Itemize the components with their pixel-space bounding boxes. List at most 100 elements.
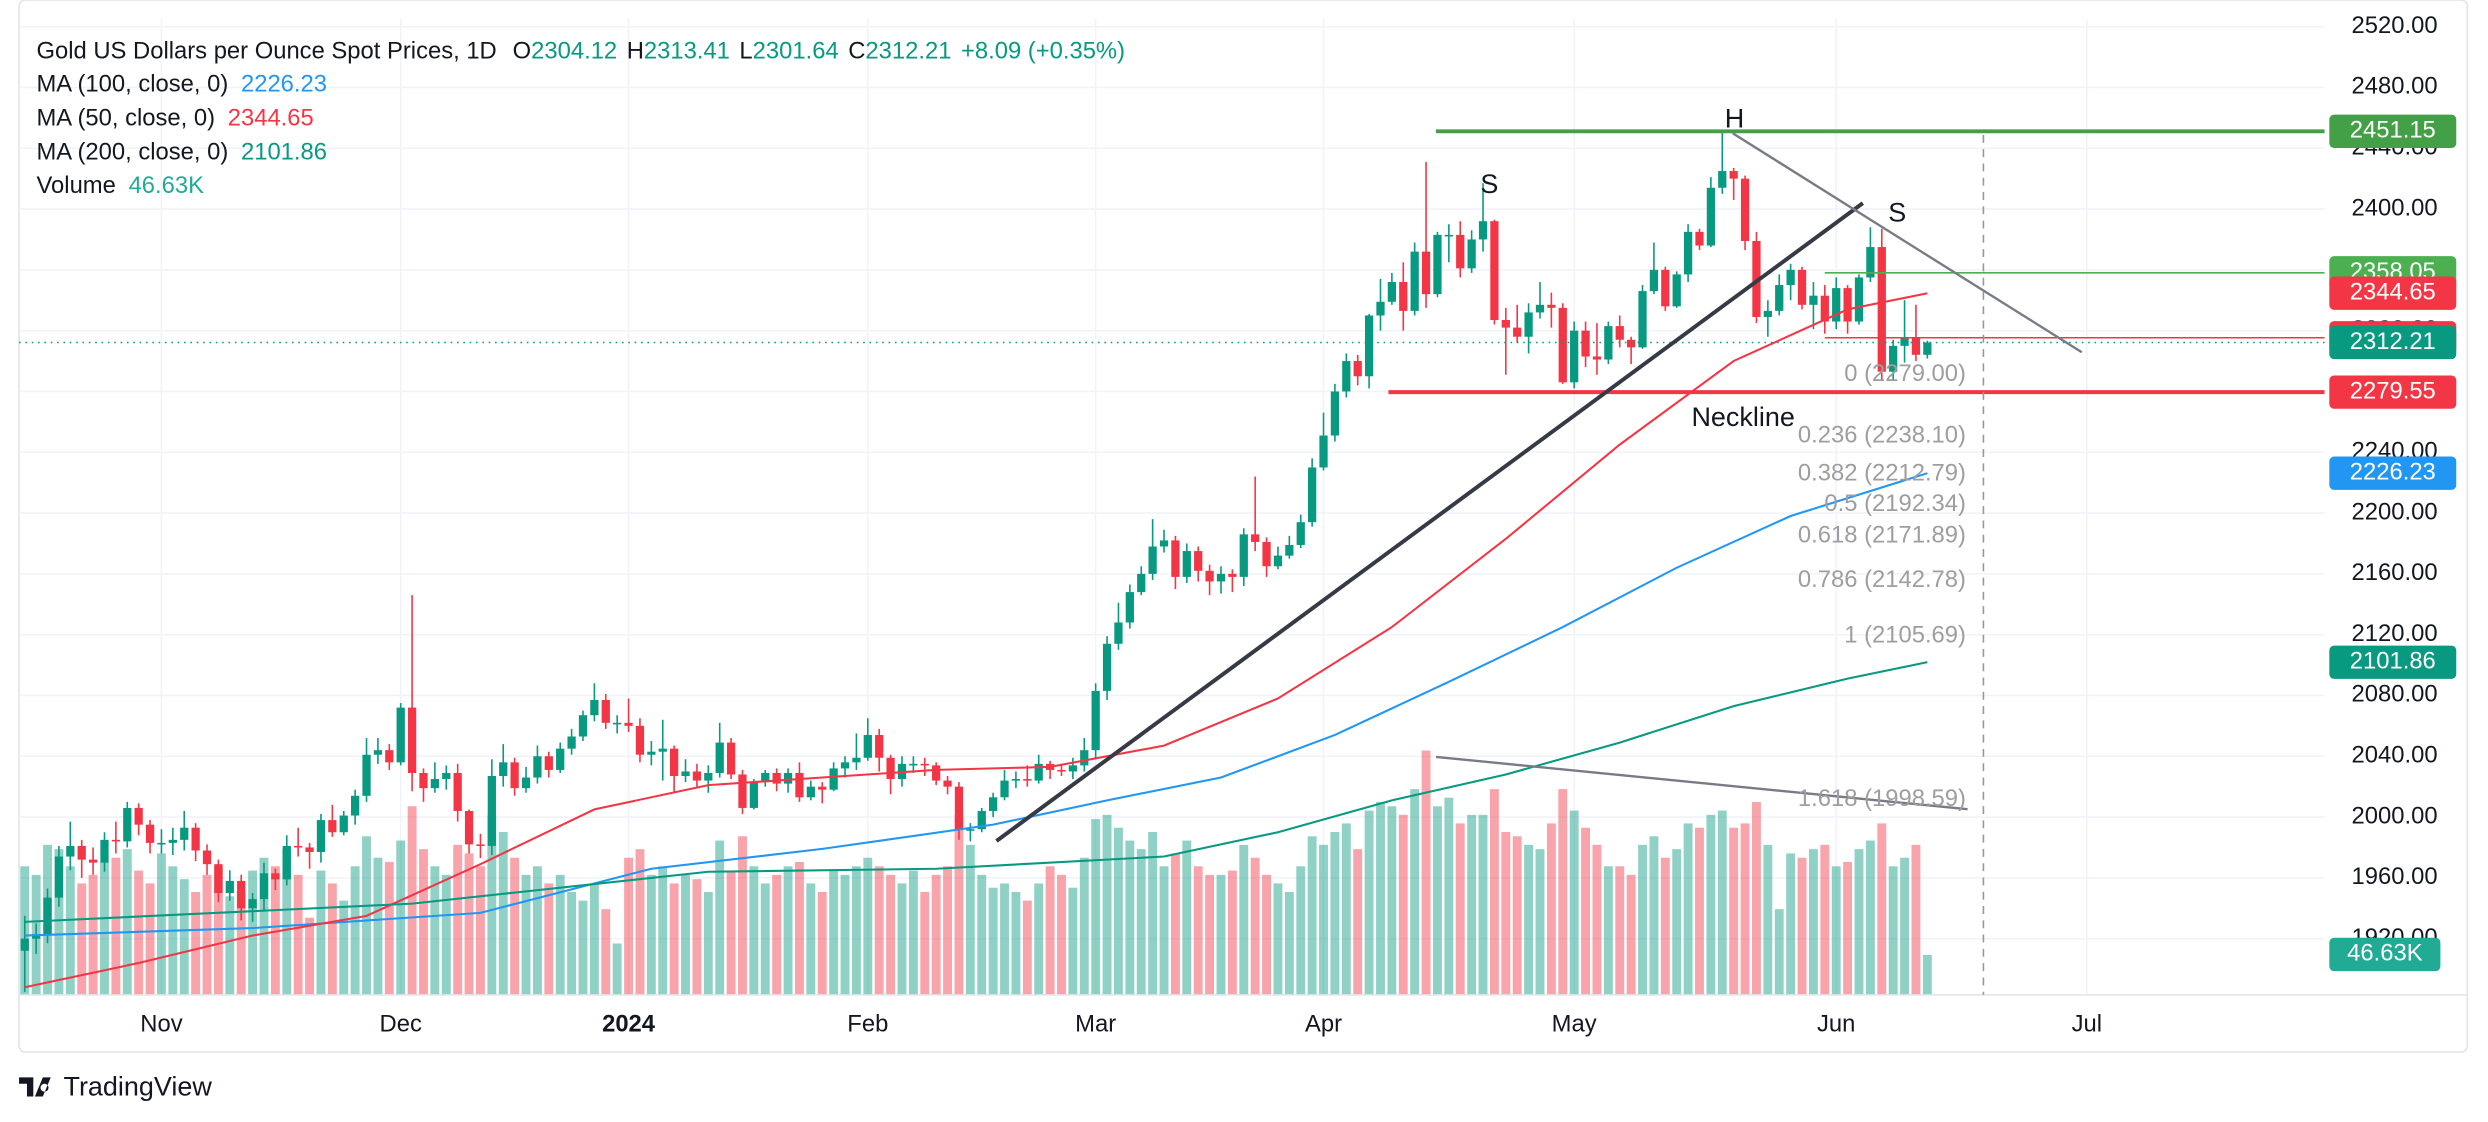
volume-bar xyxy=(1660,857,1670,995)
legend-label: MA (100, close, 0) xyxy=(36,71,228,98)
candle-body xyxy=(1535,304,1545,313)
volume-bar xyxy=(1774,909,1784,995)
candle-body xyxy=(1866,247,1875,278)
volume-bar xyxy=(510,857,520,995)
candle-body xyxy=(1832,288,1841,322)
candle-body xyxy=(191,827,200,851)
volume-bar xyxy=(555,874,565,995)
candle-body xyxy=(704,772,713,781)
volume-bar xyxy=(1353,849,1363,995)
fib-label: 0 (2279.00) xyxy=(1844,360,1966,387)
volume-bar xyxy=(988,887,998,995)
candle-body xyxy=(1604,326,1613,360)
candle-body xyxy=(601,700,610,723)
candle-body xyxy=(1649,269,1659,292)
candle-body xyxy=(202,850,212,865)
volume-bar xyxy=(1592,844,1602,995)
candle-body xyxy=(1273,555,1283,567)
volume-bar xyxy=(931,874,941,995)
x-tick-label: Dec xyxy=(380,1010,422,1037)
candle-body xyxy=(1638,291,1647,348)
x-tick-label: Feb xyxy=(847,1010,888,1037)
price-label: 2344.65 xyxy=(2350,278,2436,305)
candle-body xyxy=(806,786,815,798)
candle-body xyxy=(863,734,872,758)
volume-bar xyxy=(350,866,360,995)
volume-bar xyxy=(1136,849,1146,995)
volume-bar xyxy=(1467,814,1477,995)
x-tick-label: Nov xyxy=(140,1010,182,1037)
volume-bar xyxy=(783,866,793,995)
candle-body xyxy=(351,795,360,816)
candle-body xyxy=(157,842,166,845)
candle-body xyxy=(1433,234,1442,295)
candle-body xyxy=(1456,234,1465,269)
volume-bar xyxy=(1695,827,1704,995)
candle-body xyxy=(1353,361,1362,377)
candle-body xyxy=(1444,234,1453,237)
legend-value: 46.63K xyxy=(129,173,205,200)
volume-bar xyxy=(1364,810,1374,995)
volume-bar xyxy=(213,866,223,995)
volume-bar xyxy=(1786,853,1796,995)
candle-body xyxy=(726,742,736,775)
candle-body xyxy=(909,763,918,766)
volume-bar xyxy=(464,853,474,995)
candle-body xyxy=(1478,221,1488,240)
volume-bar xyxy=(1296,866,1306,995)
brand-logo xyxy=(19,1077,51,1097)
x-tick-label: 2024 xyxy=(602,1010,656,1037)
candle-body xyxy=(1570,330,1579,383)
candle-body xyxy=(487,776,496,846)
candle-body xyxy=(419,772,428,789)
candle-body xyxy=(237,880,246,909)
volume-bar xyxy=(817,892,827,995)
candle-body xyxy=(1216,573,1226,582)
volume-bar xyxy=(1421,750,1431,995)
candle-body xyxy=(977,810,986,830)
price-label: 46.63K xyxy=(2347,940,2423,967)
candle-body xyxy=(1467,239,1476,269)
candle-body xyxy=(1182,551,1191,577)
volume-bar xyxy=(920,892,930,995)
ohlc-value: 2301.64 xyxy=(753,38,839,65)
candle-body xyxy=(943,780,952,787)
candle-body xyxy=(954,786,964,830)
candle-body xyxy=(476,844,485,846)
volume-bar xyxy=(1740,823,1750,995)
volume-bar xyxy=(1455,823,1465,995)
price-label-box xyxy=(2329,375,2457,409)
volume-bar xyxy=(1763,844,1773,995)
candle-body xyxy=(1296,522,1305,545)
volume-bar xyxy=(498,831,508,995)
legend-value: 2344.65 xyxy=(228,105,314,132)
candle-body xyxy=(43,897,52,935)
candle-body xyxy=(1683,231,1693,275)
volume-bar xyxy=(829,870,839,995)
legend-value: 2101.86 xyxy=(241,139,327,166)
candle-body xyxy=(123,807,132,842)
volume-bar xyxy=(191,892,201,995)
volume-bar xyxy=(1797,857,1807,995)
candle-body xyxy=(1490,221,1499,321)
volume-bar xyxy=(248,870,258,995)
chart-frame xyxy=(18,0,2469,1053)
volume-bar xyxy=(157,853,166,995)
candle-body xyxy=(1695,231,1704,246)
volume-bar xyxy=(1717,810,1727,995)
candle-body xyxy=(1023,779,1032,781)
volume-bar xyxy=(897,883,907,995)
candle-body xyxy=(1376,301,1385,316)
candle-body xyxy=(294,845,303,848)
y-tick-label: 2040.00 xyxy=(2352,742,2438,769)
volume-bar xyxy=(1558,789,1568,995)
candle-body xyxy=(214,864,223,894)
volume-bar xyxy=(1729,827,1739,995)
candle-body xyxy=(1114,622,1123,644)
candle-body xyxy=(1011,779,1021,781)
volume-bar xyxy=(1341,823,1351,995)
y-tick-label: 1960.00 xyxy=(2352,863,2438,890)
volume-bar xyxy=(1011,892,1021,995)
price-label-box xyxy=(2329,276,2457,310)
volume-bar xyxy=(943,866,953,995)
